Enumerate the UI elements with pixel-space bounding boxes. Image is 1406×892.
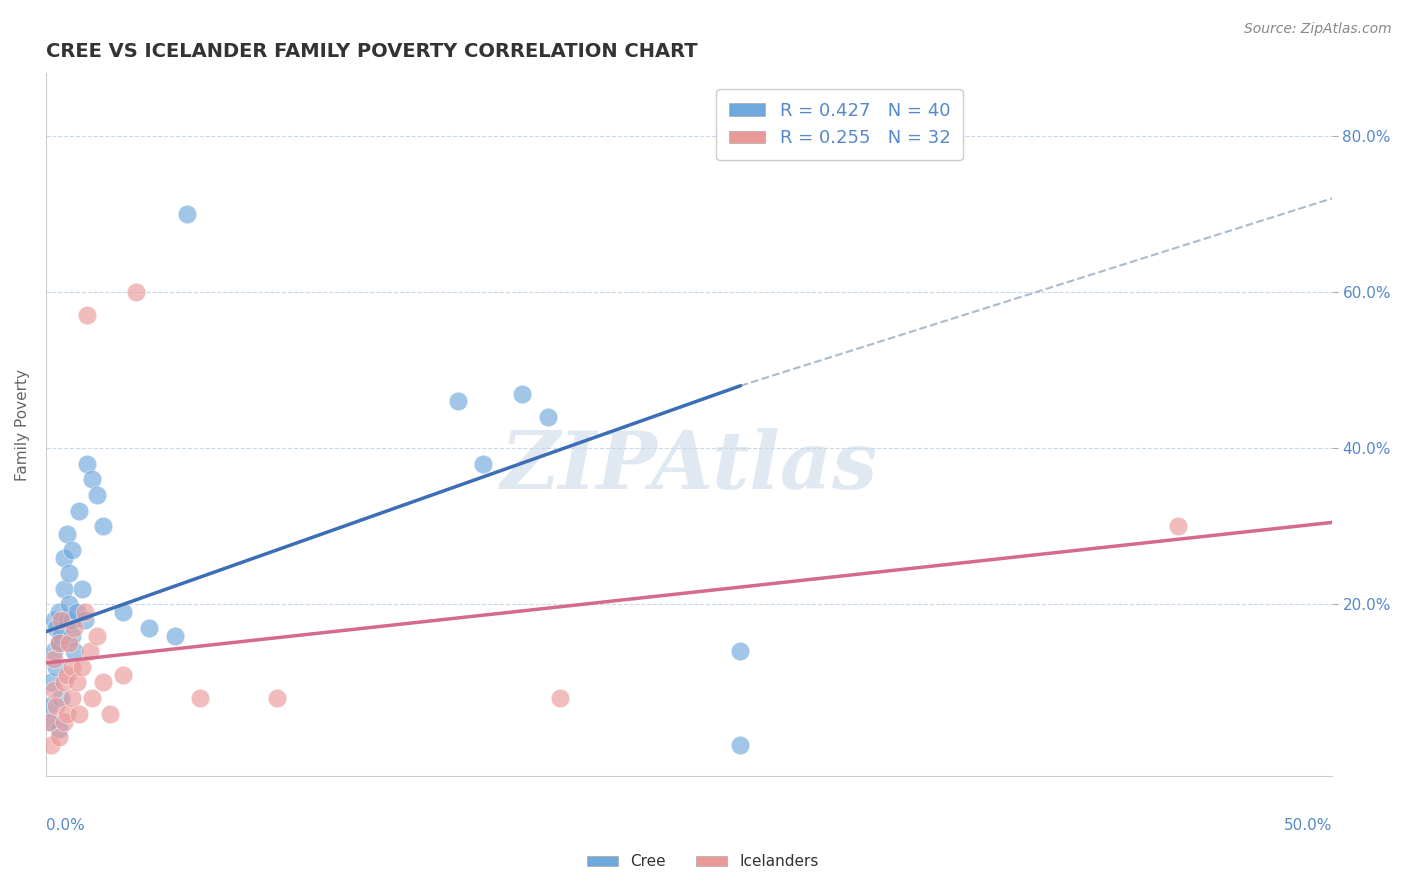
- Point: [55, 706, 77, 721]
- Point: [45, 621, 67, 635]
- Point: [730, 644, 752, 658]
- Point: [86, 629, 108, 643]
- Point: [70, 660, 93, 674]
- Point: [53, 550, 76, 565]
- Point: [58, 566, 80, 581]
- Point: [48, 636, 70, 650]
- Point: [112, 667, 135, 681]
- Point: [60, 613, 83, 627]
- Point: [176, 207, 198, 221]
- Point: [138, 621, 160, 635]
- Point: [48, 723, 70, 737]
- Text: 50.0%: 50.0%: [1284, 818, 1331, 833]
- Point: [39, 714, 62, 729]
- Point: [66, 675, 89, 690]
- Point: [53, 675, 76, 690]
- Point: [55, 613, 77, 627]
- Point: [42, 683, 65, 698]
- Point: [38, 714, 60, 729]
- Point: [60, 660, 83, 674]
- Point: [42, 652, 65, 666]
- Point: [45, 660, 67, 674]
- Point: [98, 706, 121, 721]
- Point: [63, 621, 86, 635]
- Point: [86, 488, 108, 502]
- Legend: R = 0.427   N = 40, R = 0.255   N = 32: R = 0.427 N = 40, R = 0.255 N = 32: [717, 89, 963, 160]
- Point: [70, 582, 93, 596]
- Point: [51, 691, 73, 706]
- Point: [48, 636, 70, 650]
- Point: [112, 605, 135, 619]
- Point: [58, 636, 80, 650]
- Point: [42, 613, 65, 627]
- Text: Source: ZipAtlas.com: Source: ZipAtlas.com: [1244, 22, 1392, 37]
- Point: [91, 675, 114, 690]
- Point: [48, 730, 70, 744]
- Point: [60, 629, 83, 643]
- Point: [51, 613, 73, 627]
- Point: [58, 598, 80, 612]
- Point: [55, 527, 77, 541]
- Point: [39, 738, 62, 752]
- Point: [446, 394, 468, 409]
- Text: 0.0%: 0.0%: [46, 818, 84, 833]
- Point: [266, 691, 288, 706]
- Point: [125, 285, 148, 299]
- Point: [73, 605, 96, 619]
- Text: CREE VS ICELANDER FAMILY POVERTY CORRELATION CHART: CREE VS ICELANDER FAMILY POVERTY CORRELA…: [46, 42, 697, 61]
- Point: [51, 629, 73, 643]
- Point: [510, 386, 533, 401]
- Point: [79, 644, 101, 658]
- Point: [67, 504, 90, 518]
- Point: [55, 667, 77, 681]
- Point: [48, 605, 70, 619]
- Legend: Cree, Icelanders: Cree, Icelanders: [581, 848, 825, 875]
- Y-axis label: Family Poverty: Family Poverty: [15, 368, 30, 481]
- Point: [60, 542, 83, 557]
- Point: [53, 714, 76, 729]
- Point: [45, 698, 67, 713]
- Point: [550, 691, 572, 706]
- Point: [60, 691, 83, 706]
- Point: [472, 457, 495, 471]
- Point: [66, 605, 89, 619]
- Point: [76, 309, 98, 323]
- Point: [67, 706, 90, 721]
- Point: [188, 691, 211, 706]
- Point: [82, 473, 104, 487]
- Point: [76, 457, 98, 471]
- Point: [730, 738, 752, 752]
- Point: [63, 644, 86, 658]
- Point: [39, 675, 62, 690]
- Point: [536, 409, 558, 424]
- Point: [53, 582, 76, 596]
- Point: [163, 629, 186, 643]
- Point: [73, 613, 96, 627]
- Point: [82, 691, 104, 706]
- Point: [1167, 519, 1189, 533]
- Point: [91, 519, 114, 533]
- Point: [38, 698, 60, 713]
- Text: ZIPAtlas: ZIPAtlas: [501, 428, 877, 506]
- Point: [42, 644, 65, 658]
